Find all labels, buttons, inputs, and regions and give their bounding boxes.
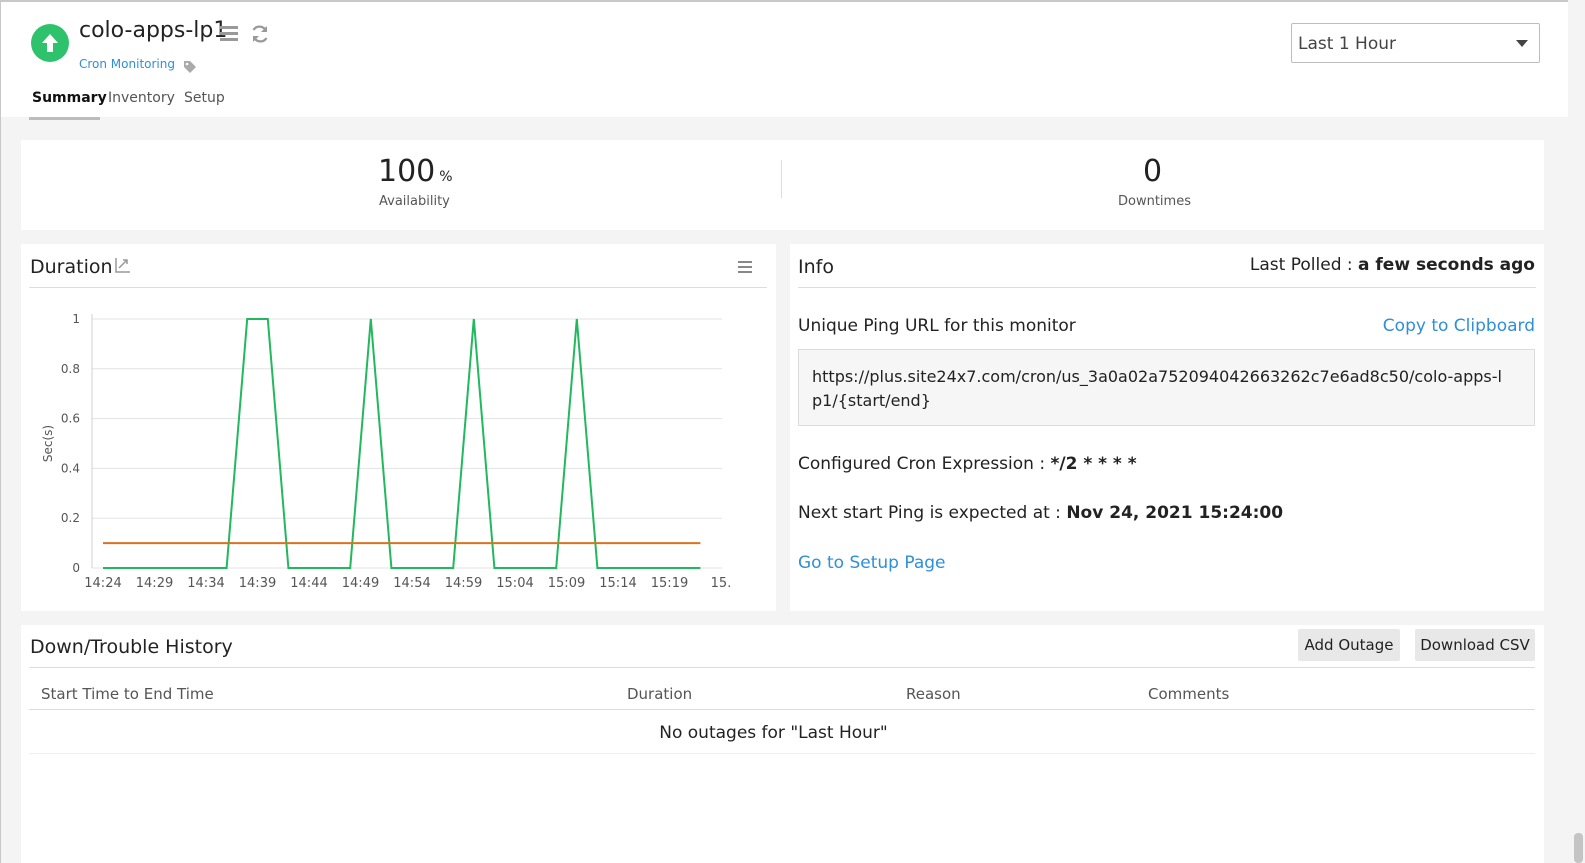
column-header-reason: Reason	[906, 685, 961, 703]
duration-chart: 0 0.2 0.4 0.6 0.8 1 Sec(s) 14:24 14:29 14:34 14:39…	[41, 312, 732, 591]
download-csv-button[interactable]: Download CSV	[1415, 629, 1535, 661]
chevron-down-icon	[1516, 40, 1528, 47]
panel-divider	[29, 667, 1535, 668]
chart-menu-icon[interactable]	[738, 261, 752, 276]
table-row-divider	[29, 753, 1535, 754]
column-header-time: Start Time to End Time	[41, 685, 214, 703]
history-panel: Down/Trouble History Add Outage Download…	[21, 625, 1544, 863]
x-tick-label: 15:09	[548, 576, 585, 591]
y-tick-label: 0.4	[61, 461, 80, 475]
ping-url-label: Unique Ping URL for this monitor	[798, 316, 1076, 336]
y-axis-label: Sec(s)	[41, 425, 55, 462]
tag-icon[interactable]	[183, 59, 197, 78]
panel-divider	[798, 287, 1536, 288]
y-tick-label: 0.6	[61, 412, 80, 426]
time-range-value: Last 1 Hour	[1298, 34, 1396, 54]
y-tick-label: 0	[72, 561, 80, 575]
x-tick-label: 14:24	[84, 576, 121, 591]
tab-summary[interactable]: Summary	[29, 90, 107, 120]
cron-expression: Configured Cron Expression : */2 * * * *	[798, 454, 1137, 474]
history-title: Down/Trouble History	[30, 636, 233, 658]
x-tick-label: 14:59	[445, 576, 482, 591]
stats-divider	[781, 160, 782, 198]
downtimes-value: 0	[1143, 154, 1163, 189]
ping-url: https://plus.site24x7.com/cron/us_3a0a02…	[812, 367, 1502, 410]
page-scrollbar[interactable]	[1574, 833, 1583, 863]
x-tick-label: 15:19	[651, 576, 688, 591]
x-tick-label: 15:14	[599, 576, 636, 591]
setup-page-link[interactable]: Go to Setup Page	[798, 553, 946, 573]
add-outage-button[interactable]: Add Outage	[1298, 629, 1400, 661]
last-polled: Last Polled : a few seconds ago	[1249, 255, 1535, 275]
info-panel: Info Last Polled : a few seconds ago Uni…	[790, 244, 1544, 611]
tab-setup[interactable]: Setup	[184, 90, 225, 106]
x-tick-label: 14:49	[342, 576, 379, 591]
y-tick-label: 1	[72, 312, 80, 326]
panel-divider	[29, 287, 767, 288]
refresh-icon[interactable]	[250, 24, 270, 48]
info-title: Info	[798, 256, 834, 278]
monitor-name: colo-apps-lp1	[79, 18, 228, 43]
next-ping: Next start Ping is expected at : Nov 24,…	[798, 503, 1284, 523]
menu-icon[interactable]	[220, 26, 238, 42]
status-up-icon	[31, 24, 69, 62]
ping-url-box[interactable]: https://plus.site24x7.com/cron/us_3a0a02…	[798, 349, 1535, 426]
downtimes-label: Downtimes	[1118, 194, 1191, 209]
x-tick-label: 15.	[711, 576, 732, 591]
series-line-0	[103, 318, 701, 569]
copy-to-clipboard-link[interactable]: Copy to Clipboard	[1382, 316, 1535, 336]
x-tick-label: 14:39	[239, 576, 276, 591]
x-tick-label: 14:29	[136, 576, 173, 591]
x-tick-label: 14:34	[187, 576, 224, 591]
availability-label: Availability	[379, 194, 450, 209]
y-tick-label: 0.8	[61, 362, 80, 376]
x-tick-label: 15:04	[496, 576, 533, 591]
monitor-type-link[interactable]: Cron Monitoring	[79, 57, 175, 71]
column-header-duration: Duration	[627, 685, 693, 703]
time-range-select[interactable]: Last 1 Hour	[1291, 23, 1540, 63]
tab-inventory[interactable]: Inventory	[108, 90, 175, 106]
stats-bar: 100% Availability 0 Downtimes	[21, 140, 1544, 230]
empty-table-message: No outages for "Last Hour"	[659, 723, 888, 743]
availability-value: 100%	[378, 154, 453, 189]
table-header-divider	[29, 709, 1535, 710]
column-header-comments: Comments	[1148, 685, 1230, 703]
x-tick-label: 14:44	[290, 576, 327, 591]
monitor-header: colo-apps-lp1 Cron Monitoring Summary In…	[1, 2, 1568, 120]
duration-title: Duration	[30, 256, 113, 278]
duration-panel: Duration 0 0.2 0.4 0.6 0.8 1 Sec(s) 14:24 14:29 1…	[21, 244, 776, 611]
x-tick-label: 14:54	[393, 576, 430, 591]
y-tick-label: 0.2	[61, 511, 80, 525]
chart-expand-icon[interactable]	[115, 257, 131, 277]
